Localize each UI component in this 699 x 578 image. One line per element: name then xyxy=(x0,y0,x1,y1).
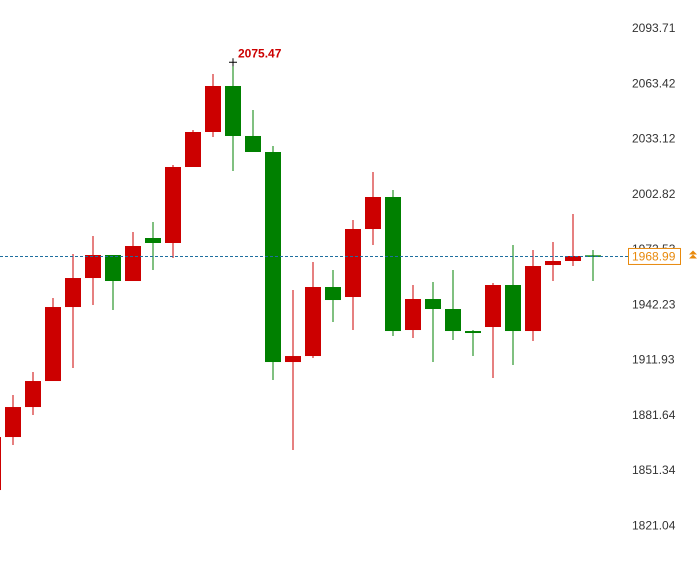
candle-body xyxy=(145,238,161,244)
candle-body xyxy=(565,256,581,262)
candle-body xyxy=(5,407,21,438)
candle-body xyxy=(205,85,221,132)
y-tick-label: 1881.64 xyxy=(632,408,676,422)
candle-body xyxy=(85,255,101,279)
candle-body xyxy=(45,307,61,382)
y-tick-label: 2033.12 xyxy=(632,132,676,146)
y-tick-label: 2002.82 xyxy=(632,187,676,201)
candle-body xyxy=(445,309,461,332)
candle-body xyxy=(485,285,501,328)
candle-body xyxy=(545,261,561,266)
max-label: 2075.47 xyxy=(238,46,282,60)
y-tick-label: 2093.71 xyxy=(632,21,676,35)
y-tick-label: 1821.04 xyxy=(632,518,676,532)
candle-body xyxy=(265,152,281,363)
candle-body xyxy=(285,356,301,363)
candle-body xyxy=(105,255,121,282)
max-marker xyxy=(229,58,237,67)
candle-body xyxy=(0,437,1,491)
candle-body xyxy=(65,278,81,308)
candle-body xyxy=(125,246,141,282)
candle-body xyxy=(185,131,201,167)
y-tick-label: 1851.34 xyxy=(632,463,676,477)
candle-body xyxy=(465,331,481,334)
y-tick-label: 2063.42 xyxy=(632,76,676,90)
candle-body xyxy=(365,197,381,230)
last-price-label: 1968.99 xyxy=(632,250,676,264)
candle-body xyxy=(225,85,241,136)
candle-body xyxy=(165,166,181,244)
candle-body xyxy=(385,197,401,332)
candle-body xyxy=(245,135,261,153)
candle-body xyxy=(345,229,361,298)
candle-body xyxy=(425,299,441,310)
candle-body xyxy=(505,285,521,332)
last-price-arrow xyxy=(689,250,697,259)
candle-body xyxy=(305,287,321,357)
candle-body xyxy=(25,381,41,408)
candle-body xyxy=(325,287,341,301)
candle-body xyxy=(405,299,421,331)
y-tick-label: 1942.23 xyxy=(632,297,676,311)
last-price-box xyxy=(628,247,681,265)
y-tick-label: 1911.93 xyxy=(632,353,675,367)
candle-body xyxy=(525,266,541,332)
